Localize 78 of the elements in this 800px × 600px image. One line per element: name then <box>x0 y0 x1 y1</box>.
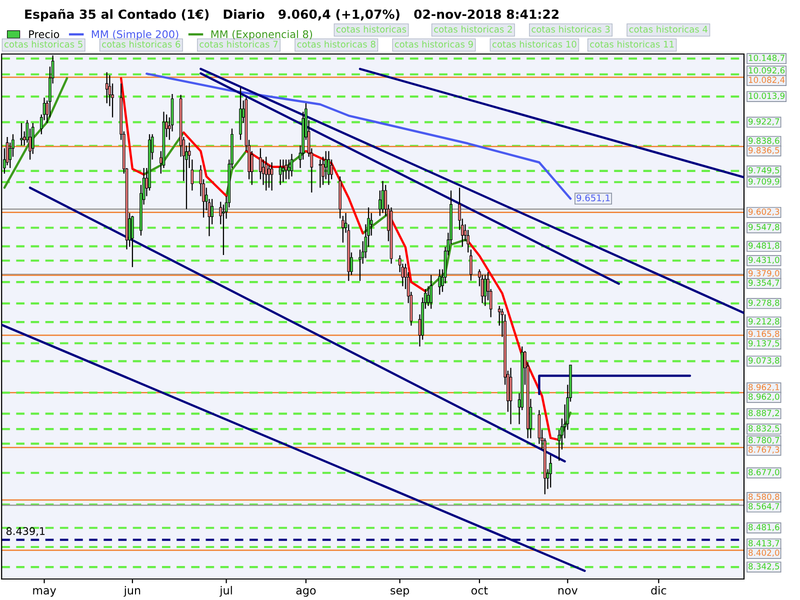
ref-line-label: 9.922,7 <box>748 118 780 126</box>
ref-line-label: 8.962,1 <box>748 384 780 392</box>
ref-line-label: 9.749,5 <box>748 167 780 174</box>
ref-line-label: 10.013,9 <box>748 92 785 100</box>
ref-line-label: 8.832,5 <box>748 425 780 432</box>
x-tick-label: ago <box>296 588 316 597</box>
ref-line-label: 8.481,6 <box>748 524 780 532</box>
candlestick <box>105 72 108 104</box>
text: MM (Exponencial 8) <box>211 30 312 40</box>
ref-line-label: 9.709,9 <box>748 178 780 186</box>
ref-line-label: 8.780,7 <box>748 436 780 444</box>
text: cotas historicas 8 <box>297 40 376 48</box>
candlestick <box>278 159 282 186</box>
x-tick-label: dic <box>651 586 666 595</box>
candlestick <box>430 274 433 310</box>
candlestick <box>264 156 268 192</box>
candlestick <box>438 268 442 296</box>
text: cotas historicas 11 <box>590 40 674 48</box>
candlestick <box>549 454 552 488</box>
ref-line-label: 9.431,0 <box>748 256 780 264</box>
data-label: 9.651,1 <box>576 194 610 202</box>
annotation: 8.439,1 <box>6 527 45 536</box>
ref-line-label: 8.962,0 <box>748 393 780 401</box>
candlestick <box>370 212 373 236</box>
ref-line-label: 9.137,5 <box>748 340 780 348</box>
text: cotas historicas <box>336 26 406 33</box>
candlestick <box>484 274 487 306</box>
ref-line-label: 9.212,8 <box>748 318 780 326</box>
text: cotas historicas 5 <box>4 40 82 48</box>
candlestick <box>381 180 384 214</box>
ref-line-label: 9.354,7 <box>748 280 780 287</box>
ref-line-label: 10.148,7 <box>748 54 784 62</box>
ref-line-label: 9.379,0 <box>748 270 780 278</box>
ref-line-label: 10.082,4 <box>748 76 785 84</box>
text: cotas historicas 10 <box>492 40 576 48</box>
text: cotas historicas 9 <box>394 40 473 48</box>
candlestick <box>342 215 344 244</box>
ref-line-label: 9.165,8 <box>748 330 780 338</box>
text: cotas historicas 2 <box>434 26 512 33</box>
ref-line-label: 8.580,8 <box>748 494 780 501</box>
text: cotas historicas 7 <box>200 40 278 48</box>
text: cotas historicas 6 <box>102 40 180 48</box>
x-tick-label: sep <box>390 588 410 597</box>
candlestick <box>284 159 288 180</box>
ref-line-label: 9.547,8 <box>748 224 780 232</box>
candlestick <box>268 164 270 188</box>
ref-line-label: 10.092,6 <box>748 67 785 74</box>
candlestick <box>318 159 322 188</box>
ref-line-label: 9.838,6 <box>748 138 780 145</box>
candlestick <box>290 153 294 178</box>
candlestick <box>470 249 472 282</box>
ref-line-label: 8.564,7 <box>748 503 780 510</box>
ref-line-label: 8.887,2 <box>748 410 779 417</box>
text: Precio <box>29 30 60 38</box>
ref-line-label: 8.413,7 <box>748 540 780 548</box>
ref-line-label: 9.602,3 <box>748 208 780 216</box>
x-tick-label: nov <box>558 588 578 595</box>
text: cotas historicas 3 <box>532 26 610 33</box>
text: MM (Simple 200) <box>92 30 178 40</box>
ref-line-label: 8.677,0 <box>748 468 780 476</box>
ref-line-label: 8.342,5 <box>748 563 780 570</box>
text: cotas historicas 4 <box>629 26 708 33</box>
candlestick <box>270 162 274 192</box>
candlestick <box>327 150 330 186</box>
candlestick <box>131 215 134 268</box>
x-tick-label: jun <box>124 586 140 597</box>
ref-line-label: 9.481,8 <box>748 242 780 250</box>
chart-title: España 35 al Contado (1€) Diario 9.060,4 (+1,07%) 02-nov-2018 8:41:22 <box>25 9 558 22</box>
candlestick <box>282 159 285 183</box>
ref-line-label: 9.278,8 <box>748 300 780 307</box>
x-tick-label: jul <box>220 586 232 597</box>
x-tick-label: may <box>33 588 56 597</box>
x-tick-label: oct <box>471 586 488 595</box>
candlestick <box>20 122 23 146</box>
ref-line-label: 9.836,5 <box>748 147 780 154</box>
ref-line-label: 9.073,8 <box>748 357 780 364</box>
ref-line-label: 8.767,3 <box>748 446 780 454</box>
ref-line-label: 8.402,0 <box>748 550 780 557</box>
